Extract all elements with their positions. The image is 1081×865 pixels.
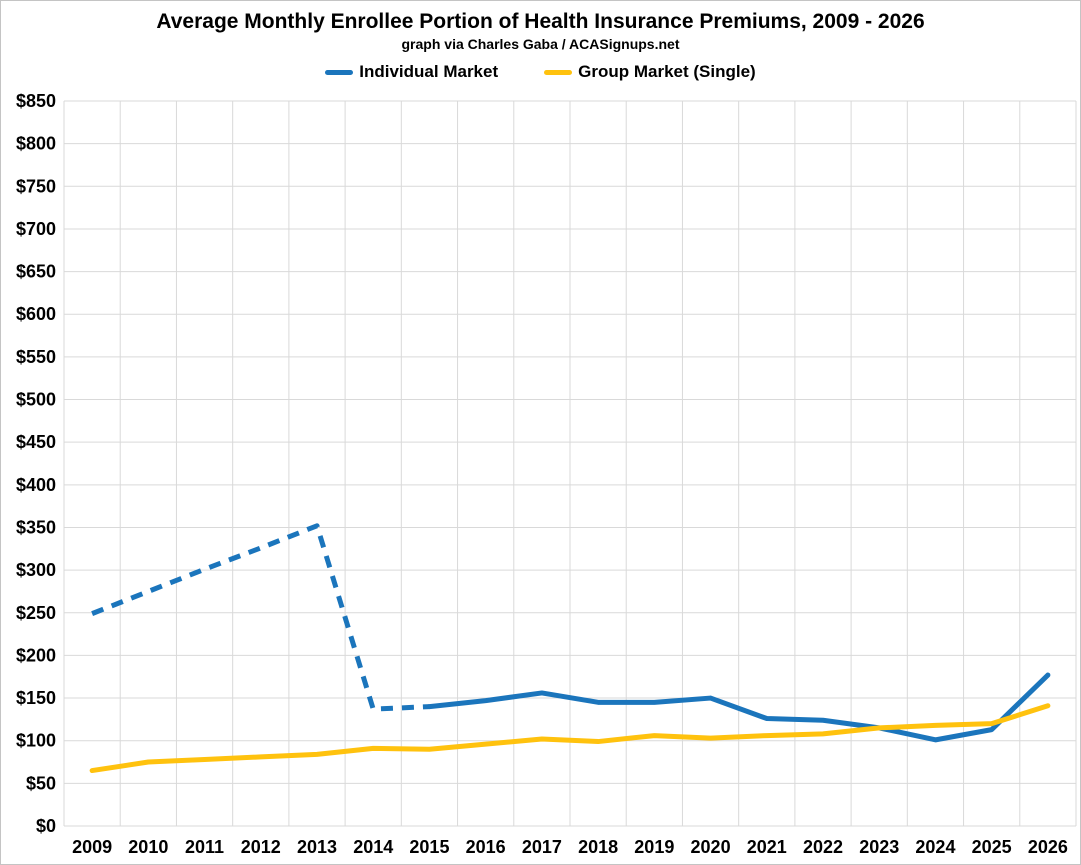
- y-tick-label: $800: [16, 134, 56, 154]
- x-tick-label: 2013: [297, 837, 337, 857]
- y-tick-label: $150: [16, 688, 56, 708]
- legend-item-group-market: Group Market (Single): [544, 62, 756, 82]
- series-line-solid-0: [426, 672, 1051, 743]
- x-tick-label: 2024: [915, 837, 955, 857]
- chart-subtitle: graph via Charles Gaba / ACASignups.net: [401, 36, 680, 52]
- x-tick-label: 2011: [185, 837, 224, 857]
- x-tick-label: 2025: [972, 837, 1012, 857]
- chart-legend: Individual Market Group Market (Single): [1, 62, 1080, 82]
- x-tick-label: 2017: [522, 837, 562, 857]
- x-tick-label: 2014: [353, 837, 393, 857]
- x-tick-label: 2026: [1028, 837, 1068, 857]
- y-tick-label: $300: [16, 560, 56, 580]
- y-tick-label: $500: [16, 390, 56, 410]
- y-tick-label: $200: [16, 645, 56, 665]
- legend-label-group-market: Group Market (Single): [578, 62, 756, 81]
- legend-line-swatch-group-icon: [544, 69, 573, 75]
- legend-label-individual-market: Individual Market: [359, 62, 499, 81]
- y-tick-label: $850: [16, 91, 56, 111]
- y-tick-label: $700: [16, 219, 56, 239]
- y-tick-label: $50: [26, 773, 56, 793]
- y-tick-label: $350: [16, 517, 56, 537]
- x-tick-label: 2020: [691, 837, 731, 857]
- chart-title: Average Monthly Enrollee Portion of Heal…: [156, 10, 925, 33]
- x-tick-label: 2009: [72, 837, 112, 857]
- x-tick-label: 2010: [128, 837, 168, 857]
- x-tick-label: 2016: [466, 837, 506, 857]
- x-tick-label: 2019: [634, 837, 674, 857]
- series-line-dashed-0: [91, 523, 430, 712]
- x-tick-label: 2012: [241, 837, 281, 857]
- x-tick-label: 2018: [578, 837, 618, 857]
- x-tick-label: 2015: [409, 837, 449, 857]
- legend-item-individual-market: Individual Market: [325, 62, 498, 82]
- legend-line-swatch-individual-icon: [325, 69, 354, 75]
- y-tick-label: $750: [16, 176, 56, 196]
- y-tick-label: $250: [16, 603, 56, 623]
- x-tick-label: 2021: [747, 837, 787, 857]
- y-tick-label: $450: [16, 432, 56, 452]
- y-tick-label: $400: [16, 475, 56, 495]
- x-tick-label: 2022: [803, 837, 843, 857]
- series-line-solid-1: [89, 703, 1051, 774]
- y-tick-label: $100: [16, 731, 56, 751]
- y-tick-label: $0: [36, 816, 56, 836]
- y-tick-label: $650: [16, 262, 56, 282]
- y-tick-label: $550: [16, 347, 56, 367]
- y-tick-label: $600: [16, 304, 56, 324]
- x-tick-label: 2023: [859, 837, 899, 857]
